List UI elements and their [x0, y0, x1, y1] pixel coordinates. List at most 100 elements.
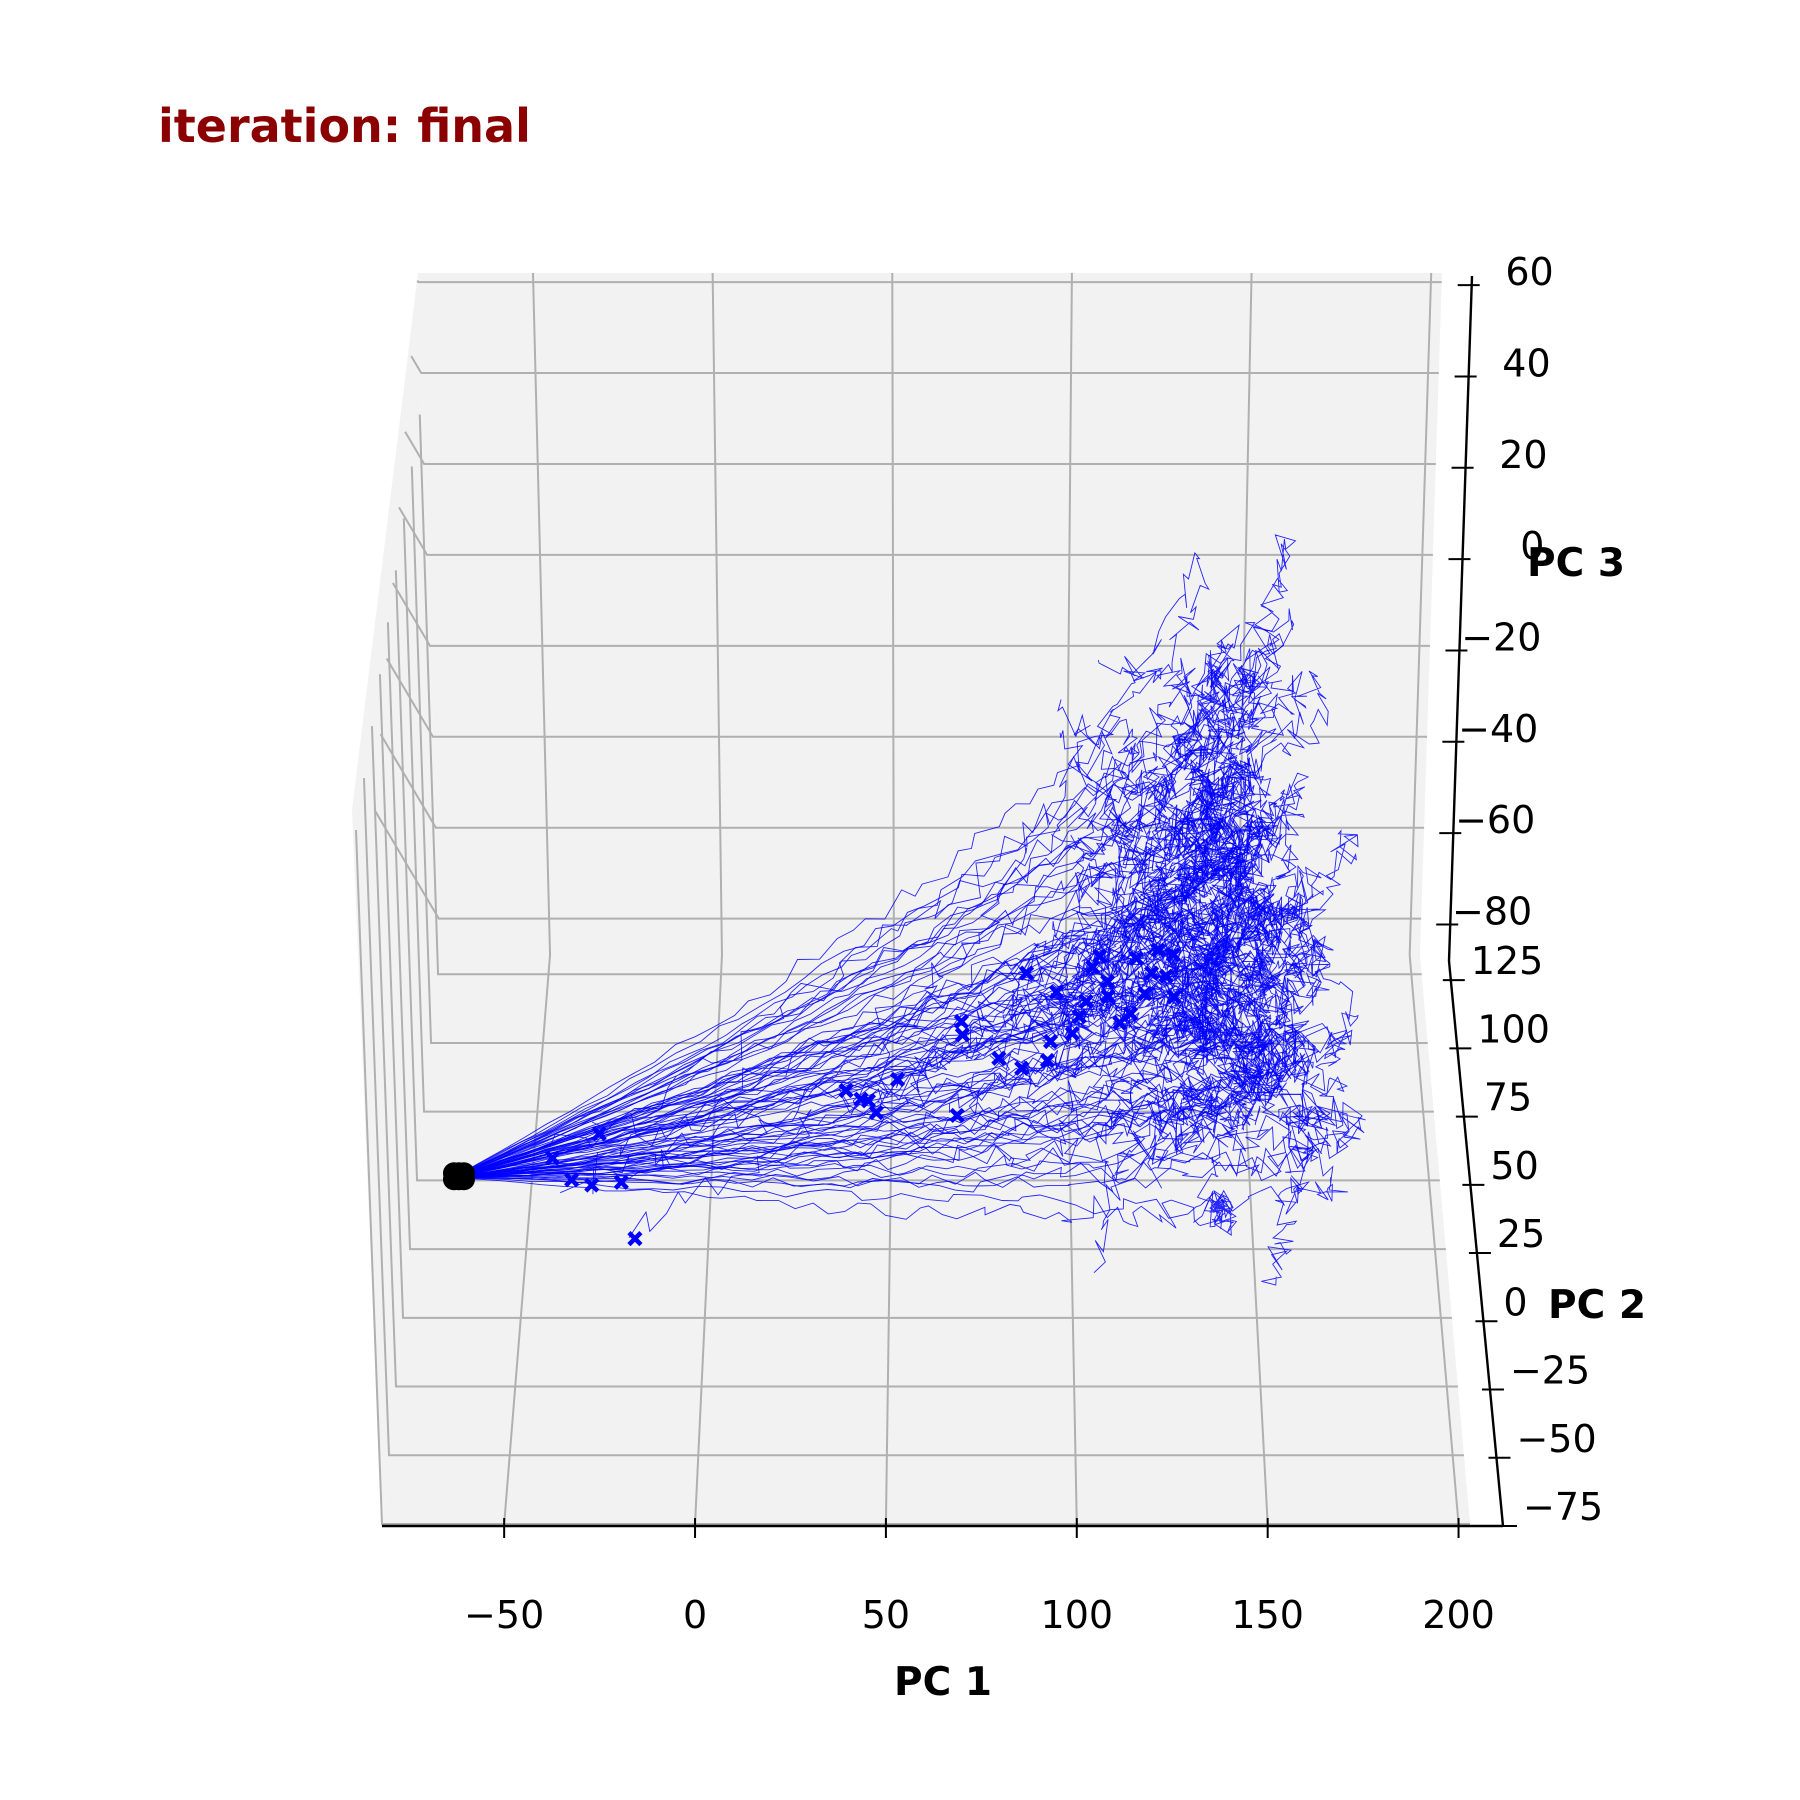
z-gridline	[416, 280, 1442, 284]
trajectory-line	[453, 806, 1324, 1178]
z-gridline	[385, 658, 1428, 738]
gridlines	[355, 272, 1470, 1525]
end-marker	[868, 1105, 884, 1121]
y-gridline	[402, 518, 1434, 1113]
chart-title: iteration: final	[158, 99, 531, 153]
trajectory-line	[453, 608, 1295, 1178]
trajectory-line	[453, 755, 1234, 1178]
y-gridline	[394, 570, 1440, 1182]
end-marker	[627, 1231, 643, 1247]
trajectory-line	[453, 894, 1282, 1178]
trajectory-line	[453, 1053, 1366, 1188]
start-marker	[452, 1168, 475, 1191]
end-marker	[1043, 1033, 1059, 1050]
y-gridline	[362, 778, 1464, 1457]
y-tick-label: −25	[1510, 1349, 1590, 1393]
trajectory-line	[453, 807, 1269, 1178]
y-tick-label: 0	[1503, 1280, 1527, 1324]
trajectory-line	[453, 624, 1240, 1178]
trajectories	[453, 534, 1366, 1286]
x-tick-label: 150	[1231, 1593, 1304, 1637]
axis-lines	[382, 275, 1505, 1528]
x-axis-label: PC 1	[894, 1660, 992, 1705]
trajectory-line	[453, 895, 1348, 1219]
z-gridline	[410, 355, 1439, 375]
end-marker	[1100, 988, 1116, 1004]
y-tick-label: 25	[1497, 1212, 1545, 1256]
x-gridline	[503, 272, 552, 1525]
end-marker	[1092, 948, 1108, 964]
y-gridline	[355, 829, 1470, 1525]
y-gridline	[378, 674, 1452, 1319]
trajectory-line	[453, 649, 1257, 1178]
x-tick-label: −50	[464, 1593, 544, 1637]
trajectory-line	[453, 675, 1273, 1178]
x-tick-label: 0	[683, 1593, 707, 1637]
y-tick-label: −50	[1516, 1417, 1596, 1461]
trajectory-line	[453, 757, 1251, 1178]
trajectory-line	[453, 666, 1260, 1178]
end-marker	[1048, 984, 1065, 1000]
z-tick-label: −80	[1452, 889, 1532, 933]
end-marker	[1084, 959, 1101, 975]
z-gridline	[391, 582, 1430, 647]
y-tick-label: 75	[1484, 1076, 1532, 1120]
panes	[352, 273, 1470, 1524]
trajectory-line	[453, 996, 1242, 1178]
end-marker	[1112, 1015, 1128, 1031]
z-gridline	[404, 431, 1436, 465]
start-markers	[442, 1162, 475, 1191]
end-marker	[954, 1027, 971, 1043]
z-gridline	[398, 506, 1433, 556]
trajectory-line	[453, 656, 1329, 1178]
trajectory-line	[453, 799, 1264, 1178]
end-marker	[1143, 965, 1160, 981]
x-gridline	[694, 272, 723, 1525]
trajectory-line	[453, 978, 1330, 1186]
end-marker	[613, 1174, 629, 1190]
x-gridline	[1064, 272, 1078, 1525]
trajectory-line	[453, 808, 1283, 1178]
end-marker	[584, 1177, 600, 1193]
end-marker	[1150, 942, 1166, 958]
trajectory-line	[453, 633, 1285, 1178]
y-tick-label: 100	[1477, 1007, 1550, 1051]
z-ticks: −80 −60 −40 −20 0 20 40 60	[1436, 250, 1554, 933]
bottom-pane	[382, 955, 1470, 1524]
end-marker	[1158, 968, 1174, 984]
end-marker	[591, 1126, 607, 1142]
trajectory-line	[453, 902, 1275, 1189]
x-tick-label: 50	[862, 1593, 910, 1637]
end-marker	[991, 1050, 1007, 1066]
end-marker	[1100, 974, 1116, 990]
x-gridline	[1408, 272, 1460, 1525]
end-marker	[838, 1082, 854, 1099]
trajectory-line	[453, 819, 1300, 1239]
end-markers	[545, 942, 1182, 1247]
x-ticks: −50 0 50 100 150 200	[464, 1518, 1495, 1637]
trajectory-line	[453, 714, 1202, 1178]
trajectory-line	[453, 1095, 1261, 1178]
z-axis-line	[1447, 275, 1474, 962]
y-gridline	[370, 726, 1458, 1388]
trajectory-line	[453, 939, 1303, 1178]
trajectory-line	[453, 1014, 1281, 1178]
x-gridline	[884, 272, 895, 1525]
end-marker	[860, 1093, 877, 1109]
trajectory-line	[453, 809, 1283, 1178]
end-marker	[1166, 989, 1182, 1005]
trajectory-line	[453, 800, 1283, 1178]
back-pane	[418, 273, 1442, 955]
y-tick-label: −75	[1523, 1485, 1603, 1529]
y-axis-label: PC 2	[1548, 1283, 1646, 1328]
end-marker	[890, 1071, 906, 1088]
end-marker	[564, 1172, 580, 1188]
y-gridline	[386, 622, 1446, 1251]
left-pane	[352, 273, 440, 1524]
z-axis-label: PC 3	[1527, 541, 1625, 586]
z-tick-label: 20	[1499, 433, 1547, 477]
y-tick-label: 125	[1471, 939, 1544, 983]
end-marker	[1018, 965, 1035, 981]
end-marker	[949, 1107, 965, 1124]
